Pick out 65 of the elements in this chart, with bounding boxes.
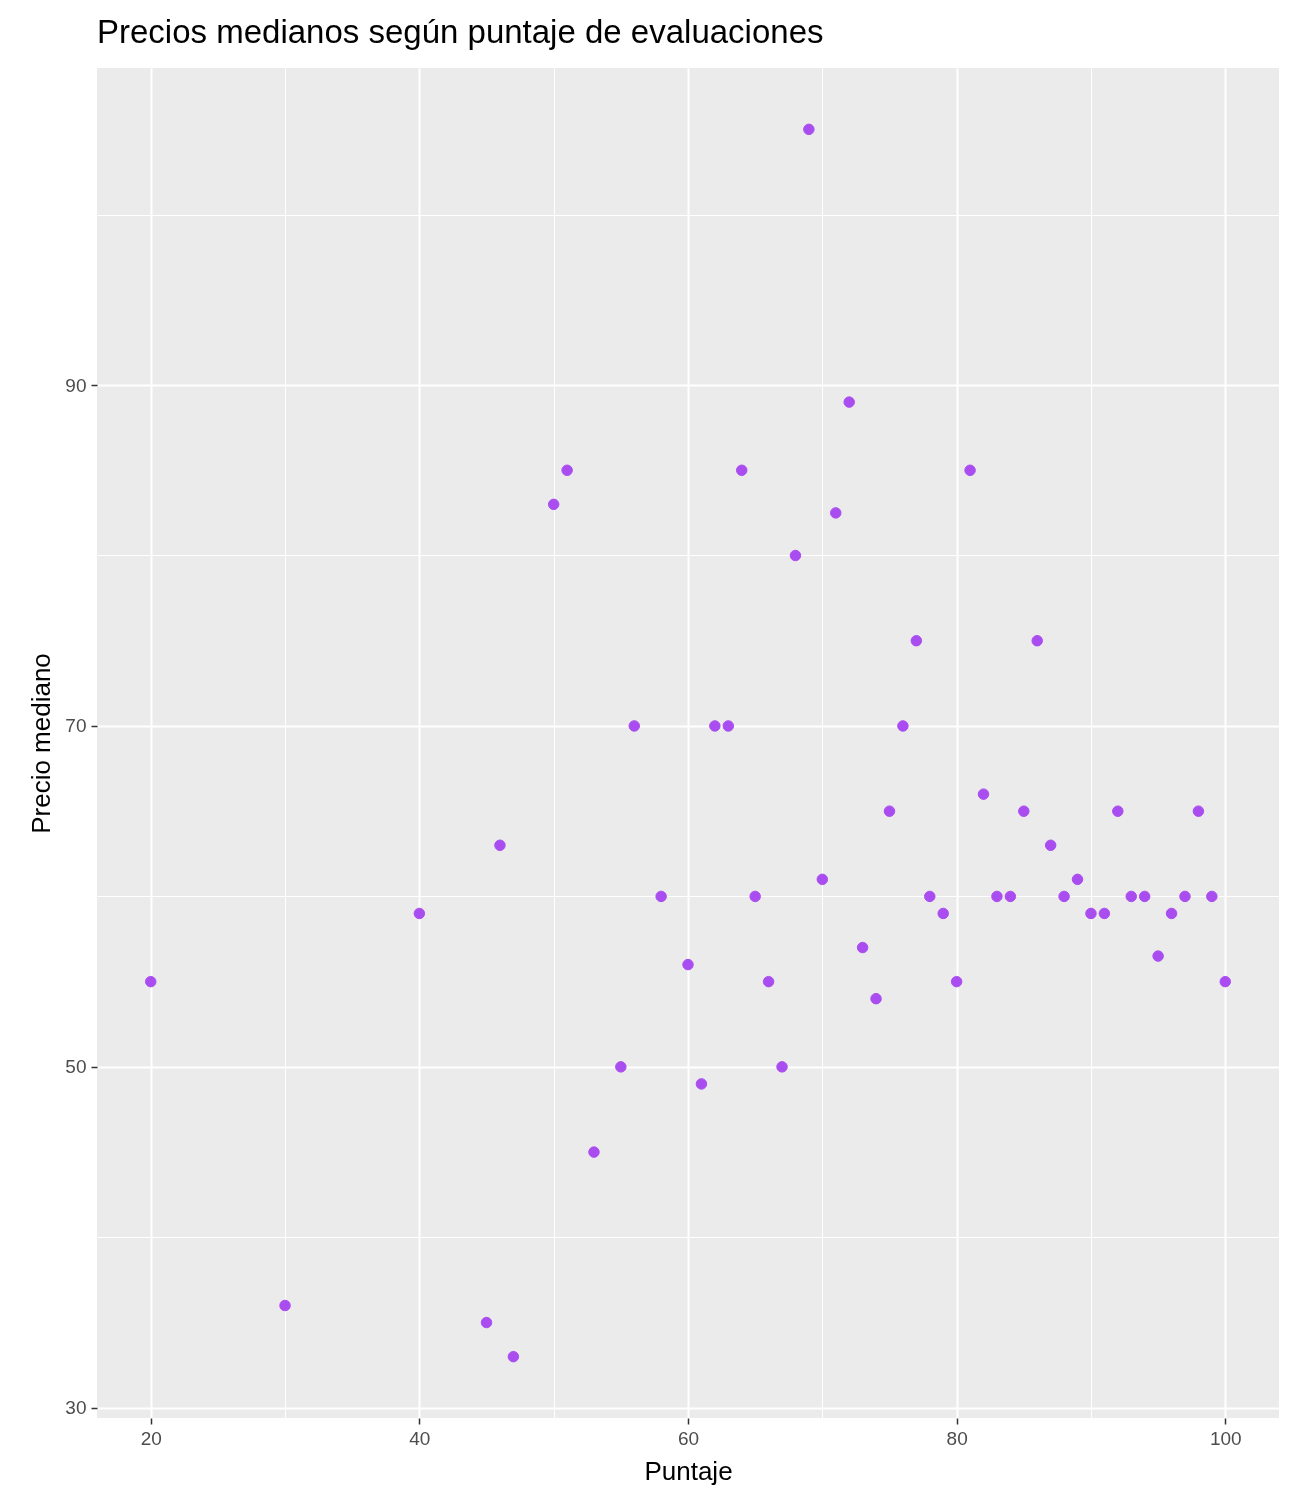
- point: [910, 634, 923, 647]
- point: [279, 1299, 291, 1312]
- point: [762, 975, 775, 988]
- point: [1219, 975, 1232, 988]
- point: [991, 890, 1003, 903]
- y-tick-label: 30: [65, 1397, 87, 1419]
- x-tick-label: 100: [1209, 1427, 1242, 1449]
- point: [1125, 890, 1137, 903]
- y-axis-title: Precio mediano: [26, 653, 57, 834]
- point: [1098, 907, 1111, 920]
- point: [547, 498, 560, 511]
- x-tick-label: 80: [946, 1427, 968, 1449]
- point: [830, 507, 842, 519]
- chart-title: Precios medianos según puntaje de evaluaciones: [97, 13, 824, 50]
- y-tick-label: 90: [65, 374, 87, 396]
- point: [897, 720, 909, 732]
- point: [695, 1078, 708, 1090]
- point: [924, 890, 936, 903]
- point: [1192, 805, 1205, 817]
- x-tick-label: 40: [409, 1427, 431, 1449]
- point: [1044, 839, 1057, 852]
- point: [682, 958, 694, 971]
- point: [843, 396, 855, 408]
- point: [870, 992, 882, 1005]
- point: [789, 549, 802, 562]
- point: [655, 890, 667, 903]
- point: [1152, 950, 1164, 962]
- point: [1165, 907, 1178, 920]
- point: [494, 839, 506, 852]
- point: [709, 720, 721, 732]
- point: [1071, 873, 1084, 886]
- point: [615, 1061, 627, 1073]
- point: [561, 464, 573, 477]
- y-tick-label: 50: [65, 1056, 87, 1078]
- point: [776, 1061, 788, 1073]
- point: [735, 464, 748, 477]
- point: [749, 890, 761, 903]
- y-tick-label: 70: [65, 715, 87, 737]
- point: [1112, 805, 1124, 817]
- point: [977, 788, 990, 800]
- point: [1031, 634, 1043, 647]
- point: [588, 1146, 600, 1158]
- point: [1018, 805, 1030, 817]
- point: [144, 975, 157, 988]
- point: [413, 907, 426, 920]
- point: [950, 975, 963, 988]
- point: [1058, 890, 1070, 903]
- point: [803, 123, 815, 136]
- point: [937, 907, 949, 920]
- point: [1138, 890, 1151, 903]
- point: [507, 1350, 520, 1363]
- point: [1206, 890, 1218, 903]
- point: [964, 464, 976, 477]
- point: [816, 873, 829, 886]
- x-axis-title: Puntaje: [644, 1455, 733, 1486]
- point: [856, 941, 869, 954]
- point: [628, 720, 641, 732]
- x-tick-label: 60: [677, 1427, 700, 1449]
- point: [883, 805, 896, 817]
- point: [1179, 890, 1191, 903]
- point: [1085, 907, 1097, 920]
- point: [722, 720, 735, 732]
- point: [1004, 890, 1017, 903]
- point: [480, 1316, 493, 1329]
- x-tick-label: 20: [140, 1427, 162, 1449]
